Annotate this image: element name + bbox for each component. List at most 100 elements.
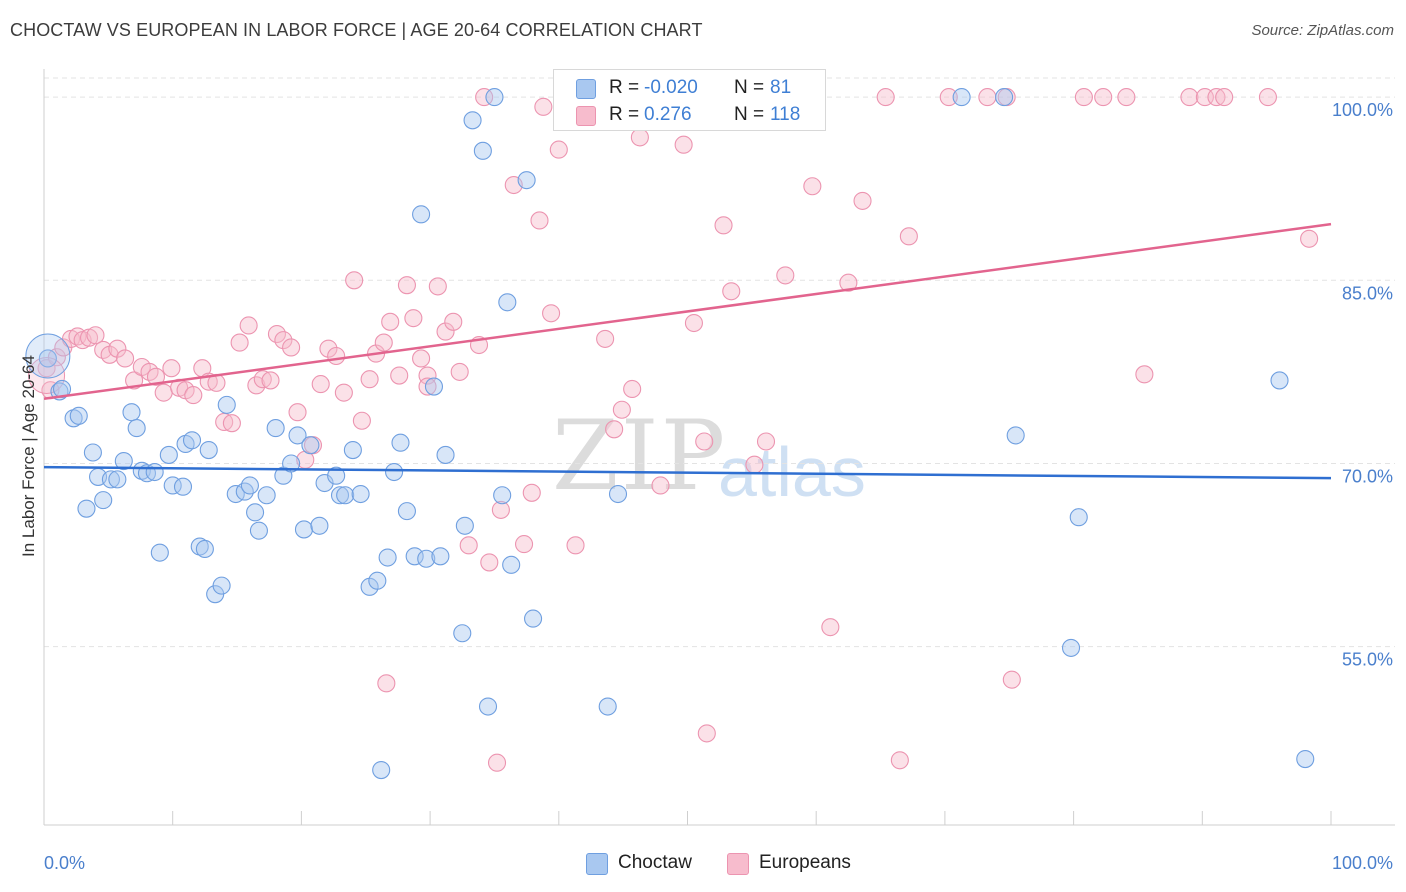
europeans-point <box>352 411 371 430</box>
choctaw-trend-line <box>43 465 1332 480</box>
europeans-point <box>154 383 173 402</box>
europeans-point <box>876 88 895 107</box>
choctaw-point <box>1296 749 1315 769</box>
choctaw-point <box>478 697 498 716</box>
r-value: -0.020 <box>644 77 698 98</box>
choctaw-point <box>132 461 151 480</box>
choctaw-point <box>288 426 307 445</box>
europeans-point <box>475 88 494 107</box>
choctaw-point <box>1270 371 1289 390</box>
choctaw-point <box>372 760 391 780</box>
europeans-point <box>311 375 330 394</box>
europeans-point <box>230 333 249 352</box>
europeans-point <box>491 500 510 519</box>
source-credit: Source: ZipAtlas.com <box>1251 22 1394 39</box>
europeans-point <box>542 304 561 323</box>
choctaw-point <box>315 473 334 493</box>
europeans-point <box>37 359 56 378</box>
europeans-point <box>697 724 716 743</box>
choctaw-point <box>282 454 301 473</box>
europeans-point <box>745 455 764 474</box>
choctaw-point <box>378 548 397 567</box>
choctaw-point <box>455 516 474 535</box>
n-value: 118 <box>770 104 801 125</box>
choctaw-point <box>173 477 193 496</box>
choctaw-point <box>417 549 436 568</box>
choctaw-point <box>266 419 285 438</box>
axes <box>43 69 1395 826</box>
choctaw-point <box>1069 508 1088 527</box>
choctaw-point <box>1006 426 1025 445</box>
choctaw-point <box>310 516 329 535</box>
europeans-point <box>714 216 733 235</box>
europeans-point <box>890 751 909 770</box>
watermark-zip: ZIP <box>552 400 728 512</box>
choctaw-point <box>431 547 450 566</box>
y-tick-label: 100.0% <box>1332 100 1393 120</box>
europeans-point <box>899 227 918 246</box>
choctaw-point <box>150 543 169 562</box>
choctaw-point <box>502 555 521 574</box>
europeans-point <box>839 273 858 292</box>
choctaw-point <box>327 466 346 485</box>
europeans-point <box>1207 88 1226 107</box>
europeans-point <box>803 177 822 196</box>
choctaw-point <box>127 419 146 438</box>
europeans-point <box>412 349 431 368</box>
europeans-point <box>939 88 958 107</box>
choctaw-point <box>453 624 472 643</box>
europeans-point <box>605 420 624 439</box>
choctaw-point <box>498 293 517 312</box>
choctaw-point <box>343 441 362 460</box>
legend-label: Choctaw <box>618 852 692 873</box>
choctaw-point <box>122 403 141 422</box>
y-tick-label: 55.0% <box>1342 650 1393 670</box>
europeans-point <box>345 271 364 290</box>
europeans-point <box>1094 88 1113 107</box>
europeans-point <box>404 309 423 328</box>
choctaw-point <box>212 576 231 595</box>
europeans-point <box>1215 88 1234 107</box>
choctaw-point <box>195 539 214 559</box>
europeans-point <box>222 414 241 433</box>
choctaw-point <box>391 433 410 452</box>
europeans-point <box>549 140 568 159</box>
europeans-point <box>487 753 507 772</box>
choctaw-point <box>405 547 424 566</box>
europeans-point <box>360 370 379 389</box>
europeans-point <box>684 313 703 333</box>
choctaw-point <box>436 445 455 464</box>
europeans-point <box>756 432 776 451</box>
europeans-point <box>651 476 670 495</box>
europeans-point <box>459 536 478 555</box>
europeans-trend-line <box>43 222 1332 400</box>
choctaw-point <box>246 503 265 522</box>
europeans-point <box>695 432 714 451</box>
europeans-point <box>253 370 272 389</box>
europeans-point-cluster <box>28 357 66 395</box>
europeans-point <box>596 329 615 348</box>
n-value: 81 <box>770 77 792 98</box>
europeans-point <box>534 97 553 116</box>
correlation-legend: R = -0.020 N = 81 R = 0.276 N = 118 <box>553 69 826 131</box>
europeans-point <box>390 366 409 385</box>
choctaw-point <box>608 484 628 504</box>
choctaw-point <box>217 395 236 414</box>
europeans-point <box>282 338 301 357</box>
y-axis-label: In Labor Force | Age 20-64 <box>19 355 38 557</box>
europeans-point <box>239 316 258 335</box>
choctaw-point <box>249 521 268 540</box>
choctaw-swatch <box>586 853 608 875</box>
choctaw-point <box>257 486 276 505</box>
x-tick-label: 100.0% <box>1332 853 1393 873</box>
choctaw-point <box>524 609 543 628</box>
europeans-swatch <box>727 853 749 875</box>
gridlines <box>44 77 1395 648</box>
europeans-point <box>630 128 649 147</box>
choctaw-point <box>952 88 971 107</box>
europeans-point <box>612 400 631 419</box>
europeans-point <box>334 383 353 402</box>
legend-row-choctaw: R = -0.020 N = 81 <box>554 75 825 101</box>
choctaw-point <box>69 406 88 425</box>
choctaw-point <box>330 486 350 505</box>
